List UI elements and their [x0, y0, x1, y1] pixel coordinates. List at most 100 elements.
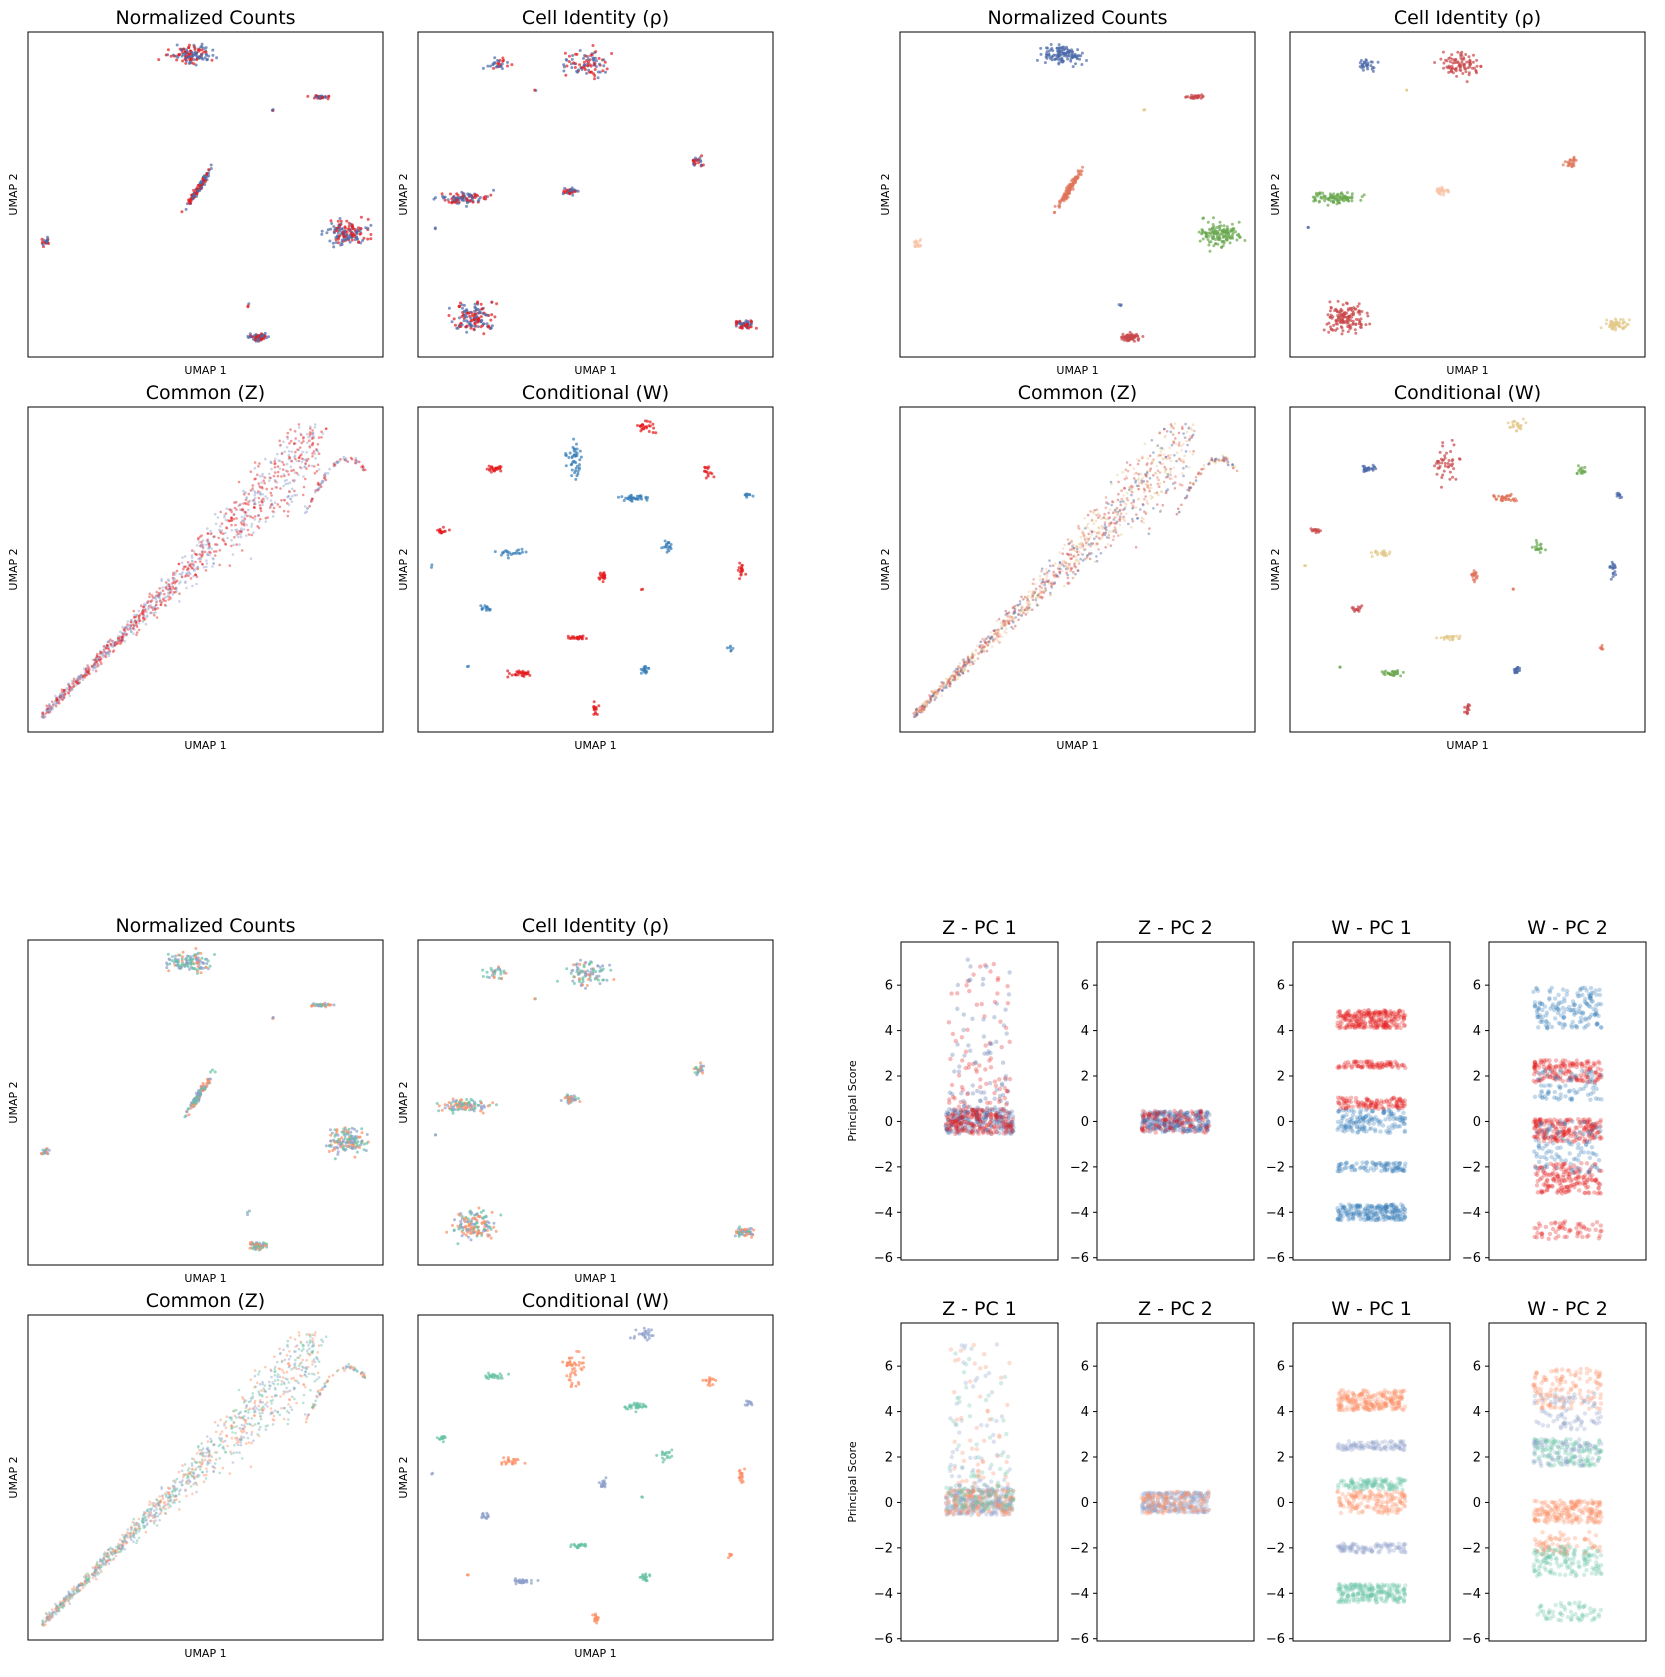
data-point: [143, 602, 146, 606]
data-point: [251, 487, 254, 490]
data-point: [261, 501, 264, 504]
data-point: [100, 662, 103, 666]
data-point: [1045, 52, 1048, 56]
data-point: [46, 709, 50, 712]
data-point: [1159, 453, 1163, 457]
data-point: [1111, 538, 1115, 542]
data-point: [1068, 562, 1071, 566]
data-point: [87, 666, 90, 670]
data-point: [324, 427, 328, 431]
data-point: [210, 547, 213, 550]
data-point: [1174, 437, 1177, 440]
data-point: [740, 326, 744, 330]
data-point: [1314, 531, 1318, 535]
data-point: [106, 651, 109, 654]
data-point: [1574, 158, 1578, 162]
data-point: [692, 162, 695, 166]
data-point: [312, 434, 315, 437]
data-point: [228, 519, 231, 522]
data-point: [93, 658, 96, 662]
data-point: [1352, 311, 1356, 315]
data-point: [1104, 514, 1107, 517]
data-point: [1611, 567, 1615, 571]
data-point: [324, 478, 328, 482]
data-point: [93, 666, 96, 669]
data-point: [957, 672, 961, 675]
data-point: [472, 318, 476, 321]
data-point: [1131, 520, 1135, 523]
data-point: [191, 194, 195, 198]
data-point: [1148, 527, 1151, 530]
data-point: [274, 457, 277, 461]
data-point: [315, 470, 319, 473]
data-point: [163, 592, 166, 596]
data-point: [1092, 522, 1096, 525]
data-point: [1049, 591, 1052, 595]
data-point: [165, 587, 168, 590]
data-point: [194, 567, 198, 570]
data-point: [1108, 508, 1112, 512]
data-point: [117, 639, 120, 642]
data-point: [1341, 315, 1345, 319]
data-point: [115, 640, 118, 644]
data-point: [41, 716, 45, 719]
data-point: [1088, 557, 1092, 561]
data-point: [258, 462, 261, 465]
data-point: [1138, 481, 1141, 485]
data-point: [1135, 334, 1139, 338]
data-point: [1140, 472, 1143, 476]
data-point: [163, 603, 167, 607]
data-point: [452, 195, 455, 199]
data-point: [302, 485, 306, 489]
data-point: [1342, 199, 1346, 203]
data-point: [1082, 547, 1085, 550]
data-point: [1618, 496, 1622, 500]
data-point: [212, 550, 216, 553]
data-point: [979, 640, 983, 644]
data-point: [273, 466, 277, 469]
data-point: [940, 689, 944, 692]
data-point: [62, 695, 66, 699]
data-point: [343, 229, 347, 233]
data-point: [297, 473, 300, 477]
data-point: [641, 423, 645, 427]
data-point: [1155, 444, 1159, 448]
data-point: [266, 497, 269, 500]
data-point: [1172, 466, 1175, 470]
data-point: [299, 432, 303, 436]
data-point: [92, 666, 95, 669]
data-point: [494, 65, 498, 69]
data-point: [342, 234, 346, 238]
data-point: [480, 318, 484, 322]
data-point: [1137, 477, 1140, 480]
data-point: [70, 685, 74, 689]
data-point: [1328, 300, 1332, 304]
data-point: [156, 607, 160, 610]
data-point: [443, 198, 447, 202]
data-point: [54, 698, 58, 702]
data-point: [1221, 235, 1225, 239]
data-point: [211, 557, 215, 560]
data-point: [1031, 591, 1034, 594]
data-point: [119, 638, 122, 642]
data-point: [87, 669, 90, 672]
data-point: [153, 595, 156, 599]
data-point: [963, 668, 967, 672]
data-point: [476, 325, 480, 329]
data-point: [1167, 454, 1170, 458]
data-point: [1159, 450, 1163, 453]
data-point: [1079, 546, 1082, 550]
y-axis-label: UMAP 2: [397, 173, 410, 215]
data-point: [578, 49, 582, 52]
data-point: [1085, 59, 1088, 62]
data-point: [72, 685, 75, 688]
data-point: [142, 616, 145, 619]
data-point: [137, 614, 141, 618]
data-point: [239, 533, 242, 536]
data-point: [273, 460, 277, 463]
data-point: [320, 436, 323, 439]
data-point: [301, 450, 305, 454]
data-point: [580, 66, 584, 70]
data-point: [1345, 302, 1349, 306]
data-point: [303, 511, 307, 515]
